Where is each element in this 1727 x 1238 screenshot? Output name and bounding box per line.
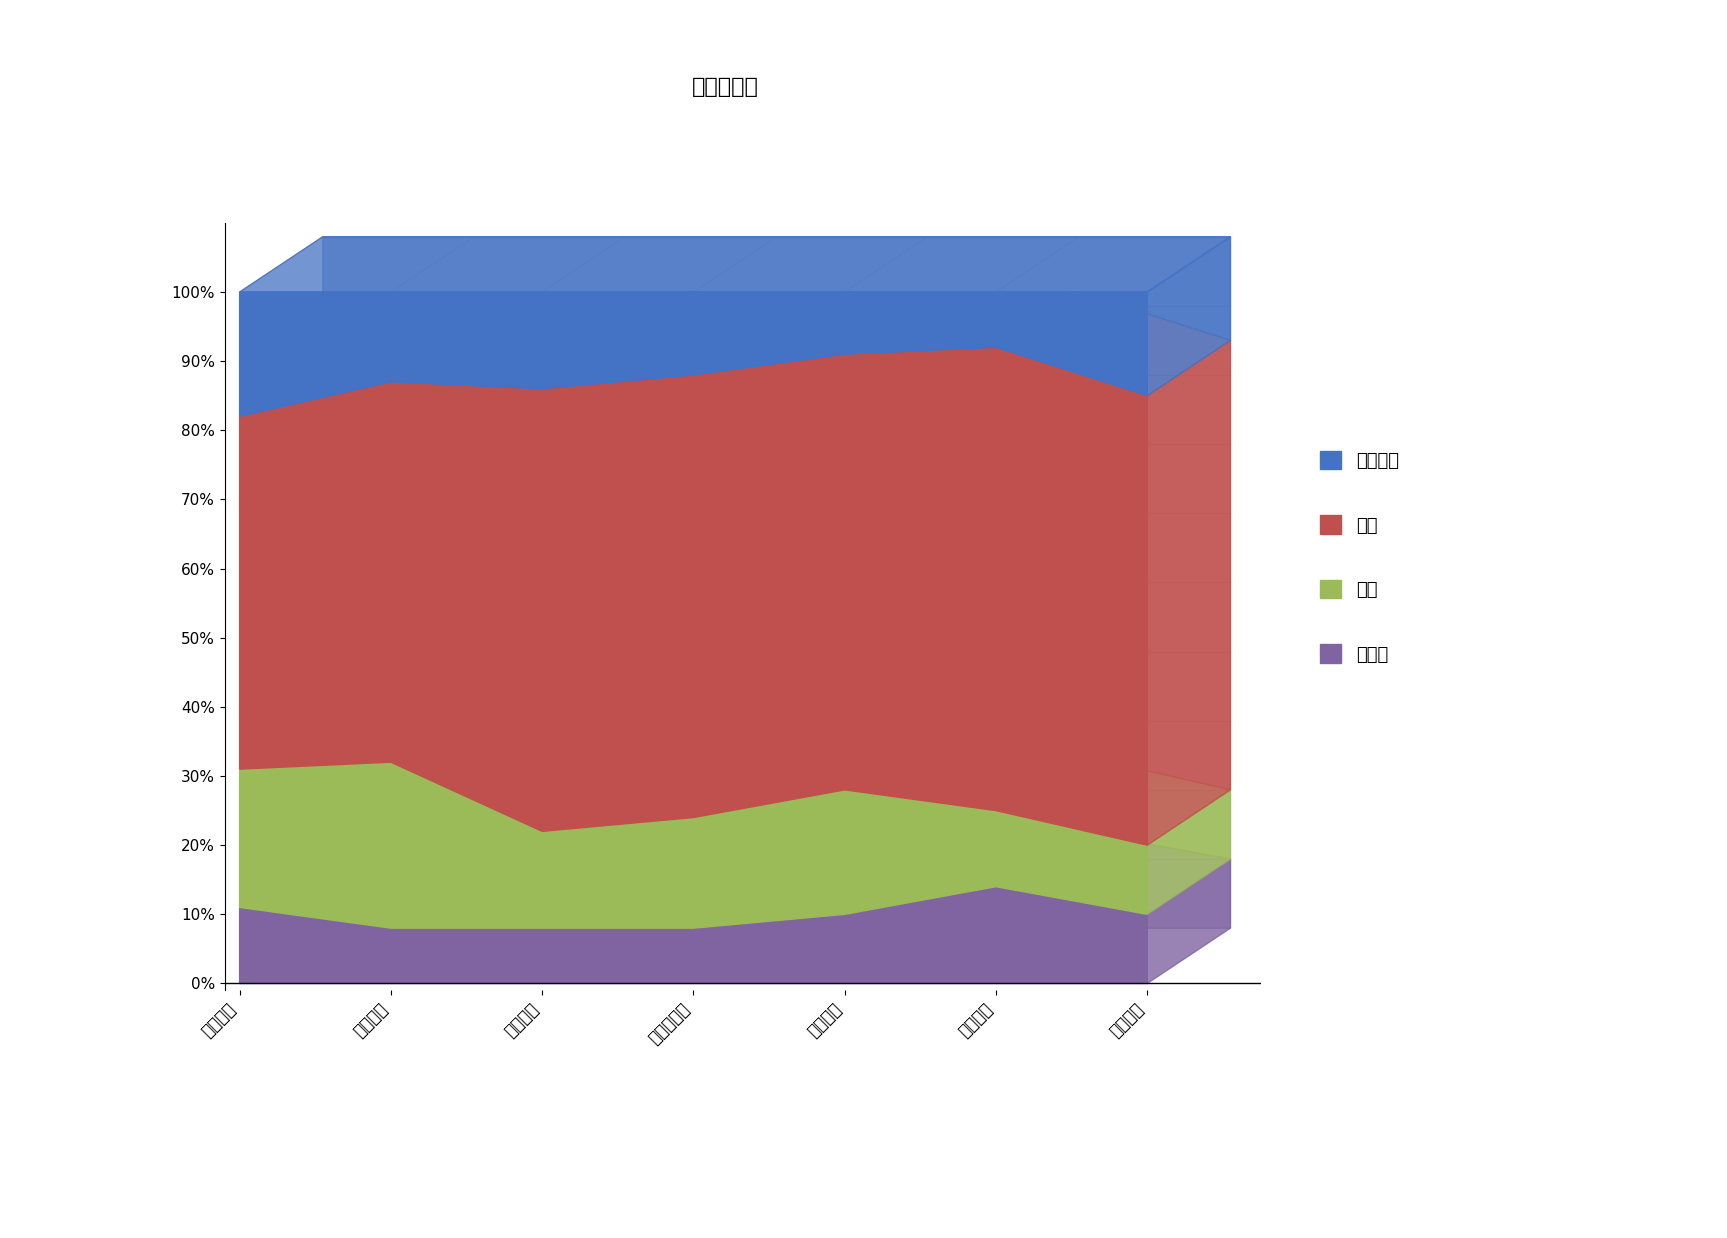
Polygon shape: [323, 292, 1230, 790]
Polygon shape: [1147, 236, 1230, 396]
Polygon shape: [240, 763, 1147, 928]
Polygon shape: [240, 236, 1230, 292]
Polygon shape: [240, 348, 1147, 846]
Legend: 非常满意, 满意, 一般, 不满意: 非常满意, 满意, 一般, 不满意: [1313, 443, 1406, 671]
Polygon shape: [1147, 790, 1230, 915]
Polygon shape: [240, 886, 1147, 983]
Polygon shape: [323, 832, 1230, 928]
Text: 展商满意度: 展商满意度: [693, 77, 758, 97]
Polygon shape: [1147, 340, 1230, 846]
Polygon shape: [1147, 859, 1230, 983]
Polygon shape: [240, 292, 1147, 416]
Polygon shape: [323, 707, 1230, 873]
Polygon shape: [323, 236, 1230, 361]
